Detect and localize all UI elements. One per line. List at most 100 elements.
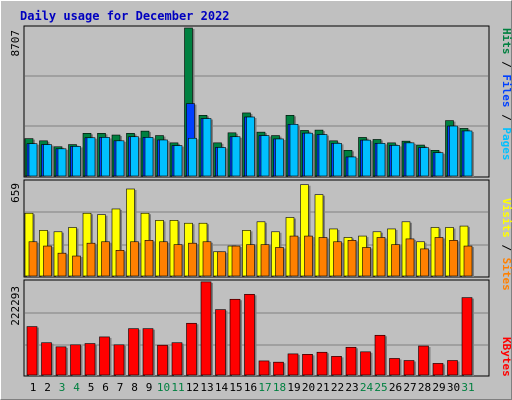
day-label-2: 2 [44, 381, 51, 394]
day-label-28: 28 [418, 381, 431, 394]
bar-kbytes-day-23 [345, 346, 357, 376]
bar-kbytes-day-6 [99, 336, 110, 376]
legend-sep2: / [500, 55, 512, 75]
day-label-18: 18 [273, 381, 286, 394]
bar-sites-day-1 [28, 241, 38, 277]
bar-kbytes-day-11 [171, 342, 183, 376]
bar-kbytes-day-30 [447, 360, 458, 376]
bar-kbytes-day-4 [70, 344, 81, 376]
bar-sites-day-5 [86, 242, 96, 277]
bar-sites-day-20 [304, 235, 313, 277]
bar-sites-day-8 [130, 241, 139, 277]
bar-kbytes-day-5 [84, 343, 96, 376]
bar-pages-day-7 [115, 140, 125, 177]
bar-sites-day-7 [115, 250, 125, 277]
bar-pages-day-11 [173, 145, 183, 177]
day-label-13: 13 [200, 381, 213, 394]
bar-sites-day-27 [405, 238, 415, 277]
bar-pages-day-3 [57, 148, 67, 177]
bar-pages-day-21 [318, 134, 328, 177]
bar-pages-day-23 [347, 156, 357, 177]
bar-sites-day-3 [57, 252, 67, 277]
legend-sep1: / [500, 108, 512, 128]
bar-sites-day-30 [449, 240, 458, 277]
bar-kbytes-day-28 [418, 345, 429, 376]
bar-kbytes-day-10 [157, 344, 168, 376]
day-label-10: 10 [157, 381, 170, 394]
bar-kbytes-day-13 [200, 281, 212, 376]
bar-sites-day-6 [101, 241, 110, 277]
bar-pages-day-8 [130, 136, 139, 177]
bar-pages-day-14 [217, 147, 226, 177]
day-label-24: 24 [360, 381, 374, 394]
bar-pages-day-24 [362, 139, 371, 177]
bar-sites-day-13 [202, 241, 212, 277]
legend-hits: Hits [500, 28, 512, 55]
day-label-23: 23 [345, 381, 358, 394]
bar-sites-day-14 [217, 251, 226, 277]
bar-pages-day-1 [28, 143, 38, 177]
bar-pages-day-29 [434, 152, 444, 177]
bar-kbytes-day-20 [302, 354, 313, 376]
bar-sites-day-28 [420, 248, 429, 277]
bar-kbytes-day-29 [432, 363, 444, 376]
bar-pages-day-27 [405, 142, 415, 177]
bar-sites-day-4 [72, 255, 81, 277]
bar-pages-day-22 [333, 143, 342, 177]
bar-sites-day-17 [260, 244, 270, 277]
bar-kbytes-day-1 [26, 326, 38, 376]
bar-sites-day-29 [434, 237, 444, 277]
legend-sites-visits: Visits / Sites [500, 198, 512, 291]
day-label-21: 21 [316, 381, 329, 394]
legend-sites: Sites [500, 258, 512, 291]
bar-pages-day-2 [43, 144, 52, 177]
bar-kbytes-day-26 [389, 358, 400, 376]
bar-kbytes-day-31 [461, 297, 473, 376]
bars-layer [24, 27, 474, 376]
day-label-1: 1 [30, 381, 37, 394]
bar-kbytes-day-24 [360, 351, 371, 376]
bar-kbytes-day-8 [128, 328, 139, 376]
bar-pages-day-16 [246, 116, 255, 177]
bar-kbytes-day-18 [273, 361, 284, 376]
bar-pages-day-17 [260, 135, 270, 177]
bar-pages-day-6 [101, 137, 110, 177]
bar-pages-day-31 [463, 130, 473, 177]
bar-pages-day-10 [159, 139, 168, 177]
legend-files: Files [500, 74, 512, 107]
bar-kbytes-day-2 [41, 342, 52, 376]
legend-sep: / [500, 238, 512, 258]
day-label-5: 5 [88, 381, 95, 394]
bar-pages-day-19 [289, 124, 299, 177]
day-label-26: 26 [389, 381, 402, 394]
bar-sites-day-21 [318, 237, 328, 277]
bar-pages-day-4 [72, 146, 81, 177]
bar-sites-day-9 [144, 240, 154, 277]
bar-sites-day-19 [289, 235, 299, 277]
day-label-17: 17 [258, 381, 271, 394]
bar-pages-day-15 [231, 136, 241, 177]
day-label-11: 11 [171, 381, 184, 394]
bar-sites-day-15 [231, 245, 241, 277]
bar-kbytes-day-7 [113, 344, 125, 376]
bar-sites-day-25 [376, 237, 386, 277]
ylabel-max-visits: 659 [9, 183, 22, 203]
bar-kbytes-day-27 [403, 360, 415, 376]
bar-pages-day-5 [86, 137, 96, 177]
day-label-22: 22 [331, 381, 344, 394]
bar-kbytes-day-16 [244, 293, 255, 376]
day-label-29: 29 [432, 381, 445, 394]
bar-kbytes-day-15 [229, 298, 241, 376]
bar-sites-day-2 [43, 245, 52, 277]
bar-pages-day-30 [449, 125, 458, 177]
day-labels: 1 2 3 4 5 6 7 8 9 10 11 12 13 14 15 16 17 18 19 20 21 22 23 24 2… [30, 381, 475, 394]
bar-pages-day-18 [275, 138, 284, 177]
chart-title: Daily usage for December 2022 [20, 9, 230, 23]
day-label-27: 27 [403, 381, 416, 394]
legend-kbytes-label: KBytes [500, 337, 512, 377]
bar-sites-day-31 [463, 245, 473, 277]
day-label-12: 12 [186, 381, 199, 394]
day-label-25: 25 [374, 381, 387, 394]
legend-pages: Pages [500, 127, 512, 160]
